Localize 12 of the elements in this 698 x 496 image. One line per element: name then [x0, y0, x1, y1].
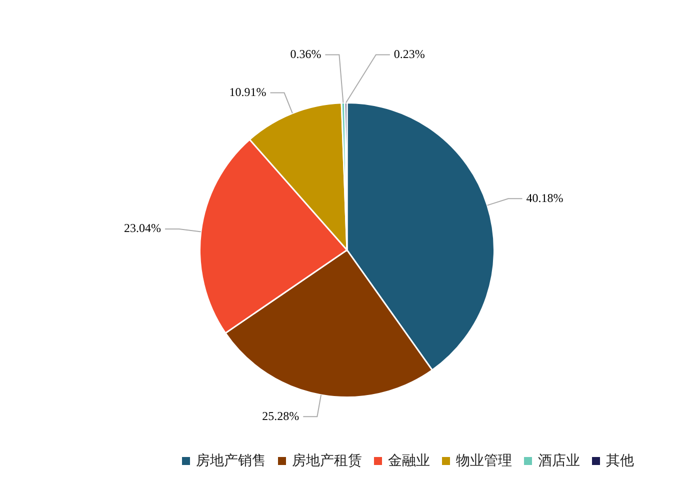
legend-label: 金融业: [388, 452, 430, 470]
legend-label: 房地产租赁: [292, 452, 362, 470]
data-label: 0.36%: [290, 46, 322, 61]
data-label: 0.23%: [394, 46, 425, 61]
data-label: 10.91%: [229, 84, 266, 99]
legend-label: 物业管理: [456, 452, 512, 470]
legend-label: 房地产销售: [196, 452, 266, 470]
data-label: 40.18%: [526, 190, 564, 205]
data-label: 25.28%: [262, 408, 300, 423]
legend-label: 酒店业: [538, 452, 580, 470]
legend-label: 其他: [606, 452, 634, 470]
data-label: 23.04%: [124, 221, 162, 236]
